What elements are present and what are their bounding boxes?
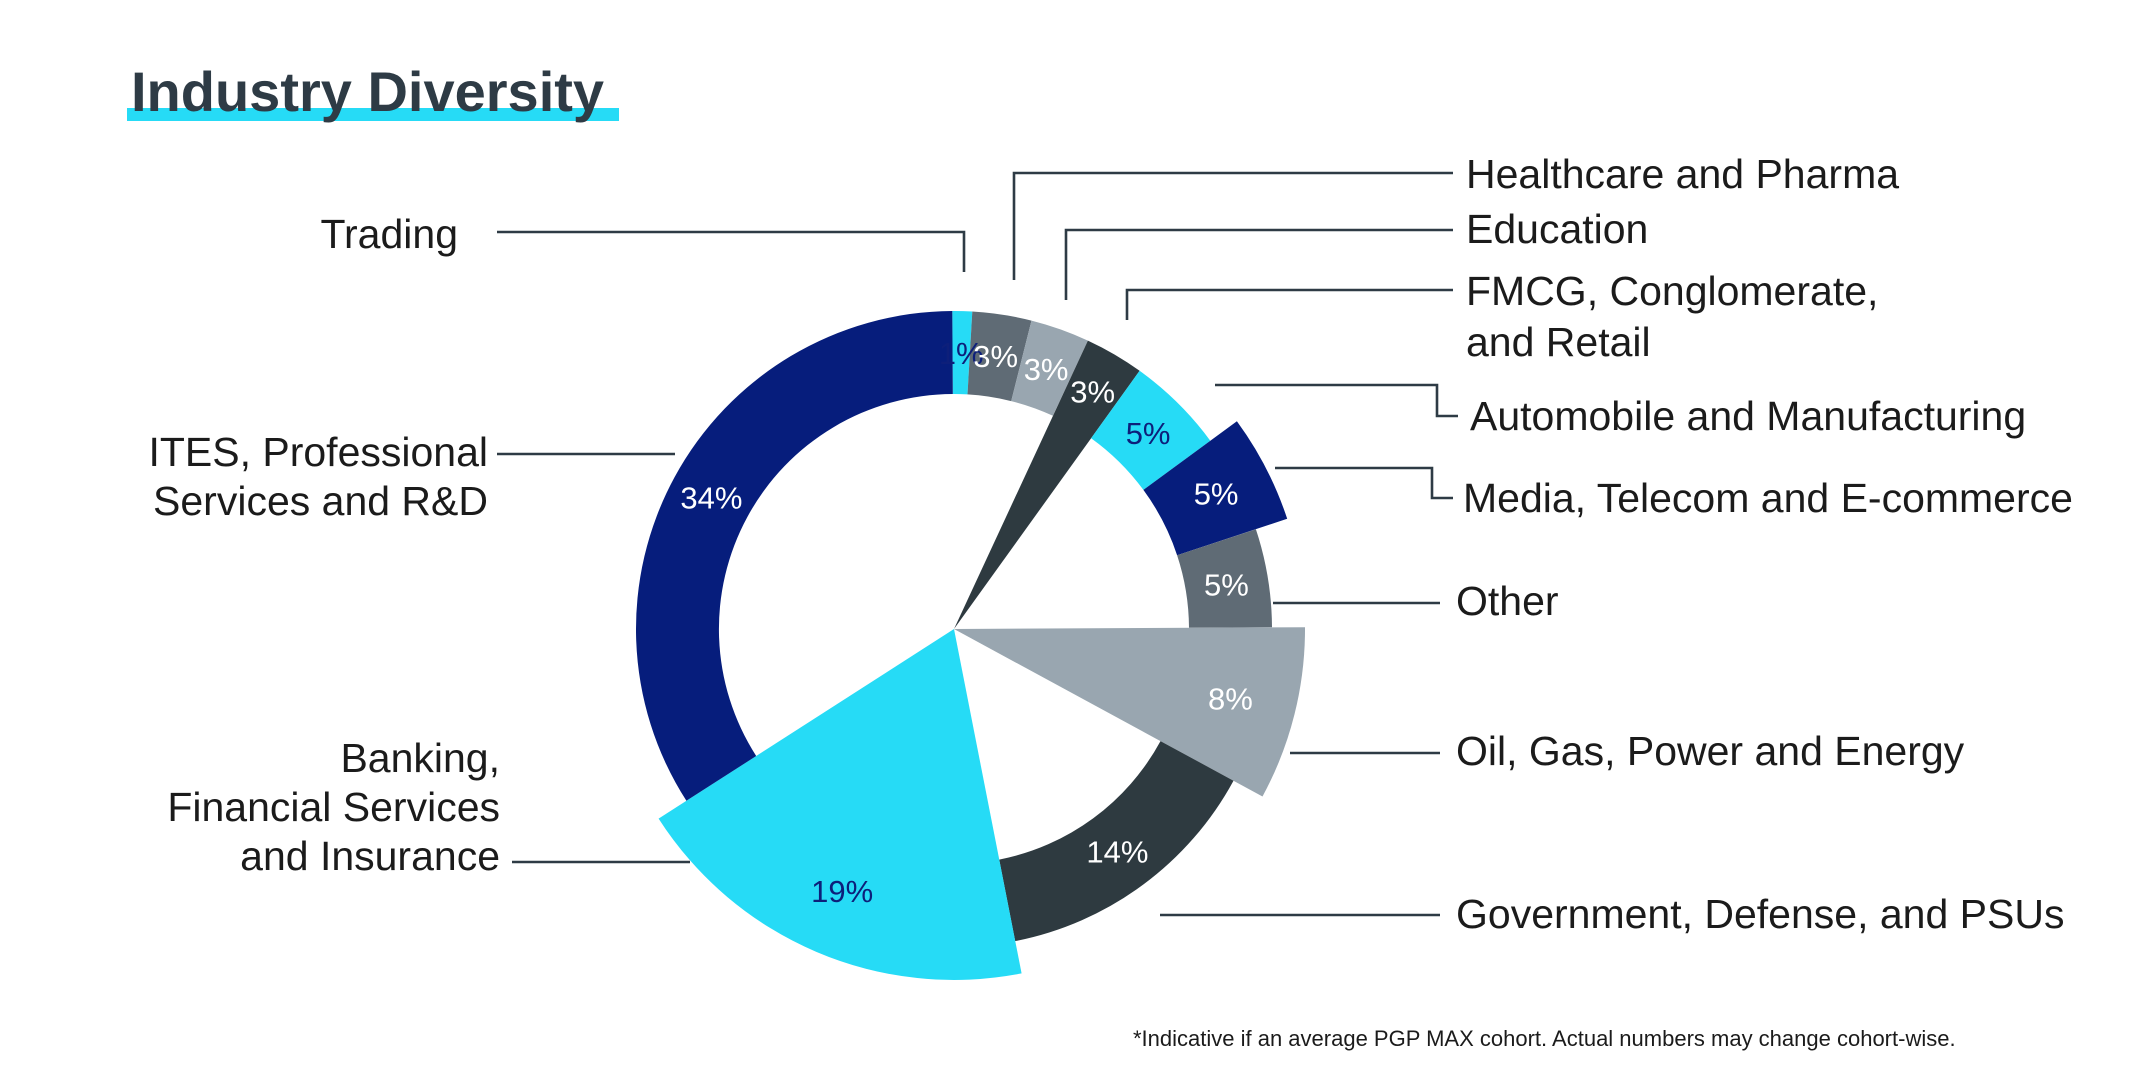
percent-label: 5%	[1204, 567, 1249, 602]
leader-line	[497, 230, 966, 272]
leader-line	[1275, 466, 1453, 500]
pie-slice	[1177, 529, 1272, 628]
category-label: Trading	[321, 211, 459, 257]
pie-slice	[1143, 421, 1288, 556]
percent-label: 1%	[939, 336, 984, 371]
percent-labels: 1%3% 3%3%5%5%5%8%14%19%34%	[680, 336, 1252, 909]
percent-label: 5%	[1194, 477, 1239, 512]
percent-label: 3%	[1070, 375, 1115, 410]
category-label: ITES, Professional Services and R&D	[148, 429, 488, 524]
pie-slice	[1011, 320, 1088, 416]
leader-line	[1012, 171, 1453, 280]
percent-label: 3%	[973, 339, 1018, 374]
pie-slice	[658, 629, 1022, 980]
pie-slice	[967, 311, 1032, 402]
pie-slice	[1091, 370, 1211, 490]
category-label: Healthcare and Pharma	[1466, 151, 1899, 197]
category-labels: Trading Healthcare and Pharma Education FMC…	[148, 151, 2072, 937]
title-underline	[127, 108, 619, 121]
footnote: *Indicative if an average PGP MAX cohort…	[1133, 1026, 1956, 1051]
leader-line	[1215, 383, 1458, 418]
category-label: Education	[1466, 206, 1648, 252]
percent-label: 19%	[811, 874, 873, 909]
category-label: Government, Defense, and PSUs	[1456, 891, 2064, 937]
pie-slice	[954, 627, 1306, 797]
percent-label: 34%	[680, 480, 742, 515]
chart-title: Industry Diversity	[131, 60, 604, 123]
category-label: Banking, Financial Services and Insurance	[167, 735, 500, 879]
category-label: Other	[1456, 578, 1559, 624]
category-label: Media, Telecom and E-commerce	[1463, 475, 2073, 521]
pie-slice	[635, 311, 953, 801]
category-label: FMCG, Conglomerate, and Retail	[1466, 268, 1878, 365]
percent-label: 14%	[1086, 834, 1148, 869]
percent-label: 5%	[1126, 416, 1171, 451]
pie-slice	[954, 340, 1140, 629]
percent-label: 3%	[1024, 352, 1069, 387]
pie-slice	[999, 741, 1234, 942]
percent-label: 8%	[1208, 681, 1253, 716]
category-label: Oil, Gas, Power and Energy	[1456, 728, 1965, 774]
leader-lines	[497, 171, 1458, 917]
category-label: Automobile and Manufacturing	[1470, 393, 2026, 439]
leader-line	[1064, 228, 1453, 300]
pie-slices	[635, 310, 1306, 980]
pie-slice	[952, 310, 973, 395]
leader-line	[1125, 288, 1453, 320]
